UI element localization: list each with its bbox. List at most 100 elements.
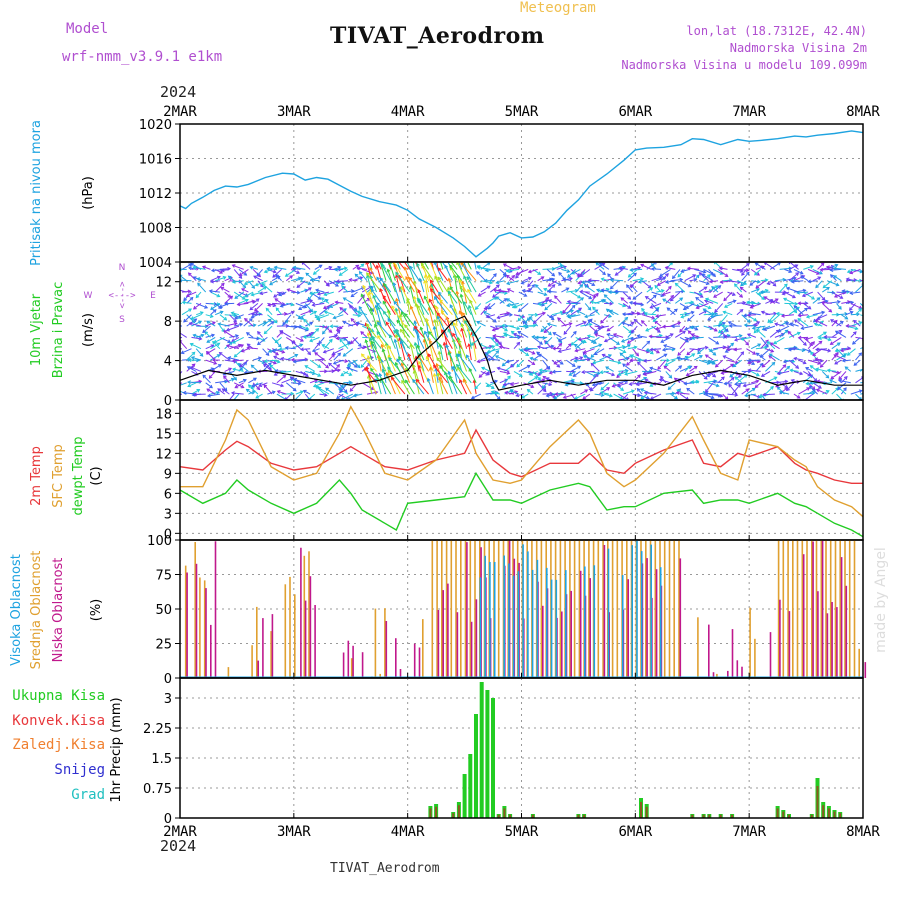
wind-arrow <box>637 361 648 372</box>
wind-arrow <box>377 335 387 349</box>
wind-arrow-head <box>367 248 370 251</box>
wind-arrow-head <box>571 304 576 309</box>
wind-arrow <box>714 303 724 313</box>
wind-arrow-head <box>342 353 347 357</box>
wind-arrow-head <box>449 304 454 309</box>
wind-arrow <box>319 393 327 396</box>
wind-arrow-head <box>650 266 655 271</box>
wind-arrow-head <box>734 337 738 342</box>
wind-arrow-head <box>708 279 713 284</box>
wind-arrow <box>267 314 278 323</box>
wind-arrow-head <box>344 359 349 364</box>
wind-arrow <box>195 348 204 357</box>
wind-arrow <box>793 268 804 275</box>
wind-arrow <box>503 263 515 270</box>
wind-arrow-head <box>705 297 709 302</box>
wind-arrow <box>575 348 586 352</box>
wind-arrow <box>807 268 820 275</box>
wind-arrow <box>649 367 662 372</box>
wind-arrow <box>636 382 647 386</box>
wind-arrow <box>263 384 273 395</box>
wind-arrow <box>295 277 304 282</box>
wind-arrow <box>399 287 406 304</box>
wind-arrow <box>459 379 468 395</box>
wind-arrow <box>627 321 635 327</box>
wind-arrow-head <box>760 373 765 377</box>
wind-arrow <box>610 279 624 282</box>
wind-arrow <box>606 308 614 316</box>
wind-arrow-head <box>415 378 420 383</box>
wind-arrow-head <box>335 279 340 284</box>
wind-arrow <box>567 314 576 317</box>
wind-arrow <box>665 280 676 283</box>
wind-arrow-head <box>421 257 424 260</box>
wind-arrow-head <box>505 274 510 279</box>
wind-arrow-head <box>729 373 733 378</box>
wind-arrow <box>736 351 744 361</box>
wind-arrow-head <box>649 383 654 387</box>
wind-arrow <box>806 314 818 318</box>
wind-arrow-head <box>389 371 393 376</box>
wind-arrow <box>205 314 214 318</box>
wind-arrow <box>415 328 420 349</box>
y-tick-label: 6 <box>164 487 172 502</box>
model-elevation-label: Nadmorska Visina u modelu 109.099m <box>621 58 867 72</box>
wind-arrow-head <box>633 318 638 323</box>
wind-arrow-head <box>852 331 857 335</box>
wind-arrow-head <box>458 279 463 283</box>
wind-arrow-head <box>831 290 836 295</box>
wind-arrow-head <box>349 304 353 309</box>
total-rain-bar <box>462 774 467 818</box>
wind-arrow <box>765 313 777 316</box>
wind-arrow-head <box>747 358 752 363</box>
wind-arrow <box>715 359 724 368</box>
wind-arrow <box>453 322 463 338</box>
wind-arrow <box>186 363 196 372</box>
wind-arrow <box>723 355 733 361</box>
wind-arrow-head <box>830 274 834 278</box>
wind-arrow <box>576 310 586 316</box>
wind-arrow <box>822 280 833 288</box>
wind-arrow <box>463 379 472 395</box>
wind-arrow-head <box>225 327 230 332</box>
wind-arrow <box>651 268 662 270</box>
wind-arrow-head <box>538 368 543 373</box>
wind-arrow <box>788 332 801 338</box>
wind-arrow-head <box>804 307 809 312</box>
wind-arrow <box>575 284 583 293</box>
wind-arrow <box>406 262 415 281</box>
wind-arrow <box>592 382 605 386</box>
wind-arrow <box>333 359 344 365</box>
wind-arrow <box>450 262 458 270</box>
wind-arrow-head <box>702 269 707 274</box>
wind-arrow <box>649 335 662 338</box>
wind-arrow <box>618 380 628 384</box>
wind-arrow <box>613 333 624 338</box>
wind-arrow <box>698 286 707 293</box>
wind-arrow <box>494 393 501 400</box>
wind-arrow-head <box>584 314 588 319</box>
wind-arrow-head <box>761 296 765 301</box>
wind-arrow <box>769 262 781 270</box>
wind-arrow <box>523 382 534 388</box>
wind-arrow <box>709 359 719 363</box>
wind-arrow <box>219 314 227 321</box>
wind-arrow <box>769 314 780 324</box>
wind-arrow-head <box>477 293 482 297</box>
wind-arrow-head <box>495 342 499 347</box>
wind-arrow-head <box>350 289 355 294</box>
wind-arrow <box>359 271 368 282</box>
wind-arrow <box>551 311 563 316</box>
wind-arrow <box>686 370 695 376</box>
wind-arrow-head <box>280 356 285 361</box>
wind-arrow-head <box>243 281 248 286</box>
wind-arrow-head <box>785 286 790 291</box>
wind-arrow-head <box>234 295 239 299</box>
wind-arrow-head <box>646 395 651 400</box>
wind-arrow-head <box>777 328 782 333</box>
wind-arrow <box>187 382 197 387</box>
wind-arrow <box>241 348 249 352</box>
wind-arrow <box>592 359 605 364</box>
wind-arrow-head <box>258 383 263 387</box>
wind-arrow-head <box>263 269 268 274</box>
